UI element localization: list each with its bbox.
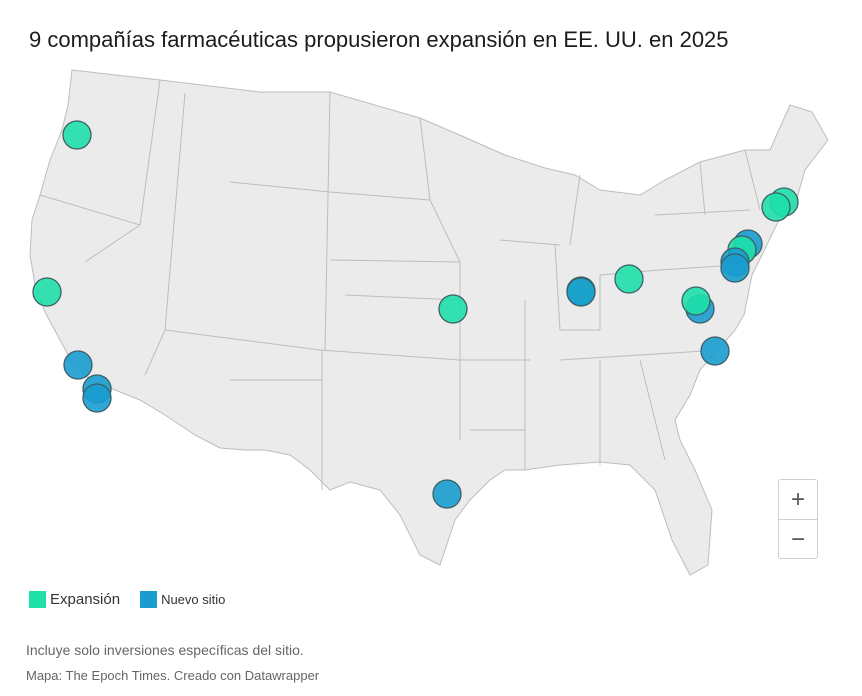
state-border	[419, 117, 431, 201]
state-border	[699, 161, 706, 216]
new-site-marker[interactable]	[566, 277, 596, 307]
zoom-out-button[interactable]: −	[779, 519, 817, 559]
us-map[interactable]	[0, 60, 862, 580]
legend: Expansión Nuevo sitio	[29, 591, 245, 608]
state-border	[229, 181, 331, 193]
state-border	[329, 259, 461, 263]
state-border	[569, 174, 581, 246]
state-borders	[39, 79, 761, 490]
legend-swatch-expansion	[29, 591, 46, 608]
state-border	[744, 149, 761, 211]
state-border	[499, 239, 561, 246]
state-border	[319, 349, 461, 361]
state-border	[164, 329, 321, 351]
new-site-marker[interactable]	[700, 336, 730, 366]
expansion-marker[interactable]	[62, 120, 92, 150]
state-border	[639, 359, 666, 461]
state-border	[329, 191, 431, 201]
state-border	[164, 92, 186, 331]
new-site-marker[interactable]	[63, 350, 93, 380]
expansion-marker[interactable]	[32, 277, 62, 307]
expansion-marker[interactable]	[761, 192, 791, 222]
new-site-marker[interactable]	[720, 253, 750, 283]
state-border	[324, 91, 331, 351]
zoom-in-button[interactable]: +	[790, 485, 805, 513]
source-credit: Mapa: The Epoch Times. Creado con Datawr…	[26, 668, 320, 683]
new-site-marker[interactable]	[82, 383, 112, 413]
site-markers	[32, 120, 799, 509]
state-border	[39, 194, 141, 226]
state-border	[654, 209, 751, 216]
state-border	[554, 244, 561, 331]
state-border	[144, 329, 166, 376]
state-border	[429, 199, 461, 263]
state-border	[139, 79, 161, 226]
map-title: 9 compañías farmacéuticas propusieron ex…	[29, 27, 729, 52]
zoom-control: + −	[778, 479, 818, 559]
expansion-marker[interactable]	[438, 294, 468, 324]
expansion-marker[interactable]	[681, 286, 711, 316]
state-border	[84, 224, 141, 263]
state-border	[559, 349, 721, 361]
expansion-marker[interactable]	[614, 264, 644, 294]
legend-swatch-new-site	[140, 591, 158, 608]
state-border	[344, 294, 461, 301]
note-text: Incluye solo inversiones específicas del…	[26, 642, 304, 658]
legend-label-new-site: Nuevo sitio	[161, 592, 226, 607]
new-site-marker[interactable]	[432, 479, 462, 509]
us-landmass	[29, 69, 829, 576]
legend-label-expansion: Expansión	[50, 591, 121, 608]
